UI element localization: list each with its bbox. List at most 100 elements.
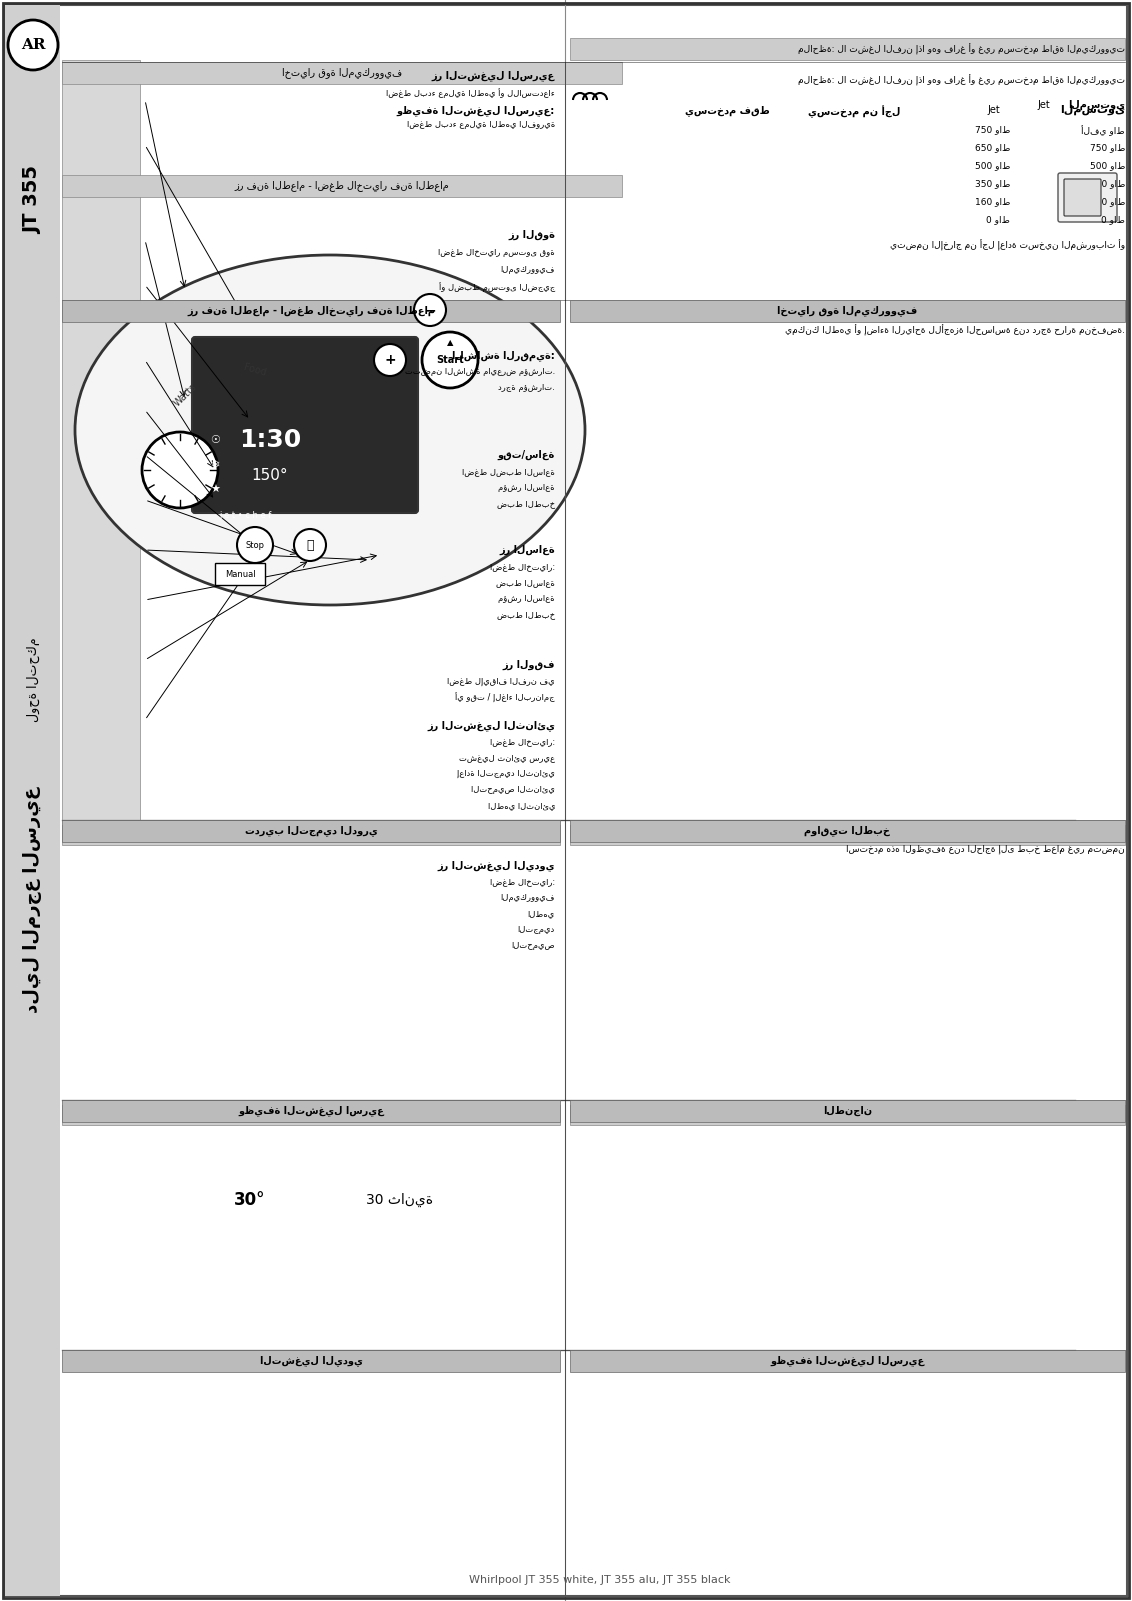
Text: ★: ★ — [211, 485, 220, 495]
Text: يستخدم من أجل: يستخدم من أجل — [807, 106, 900, 117]
FancyBboxPatch shape — [1064, 179, 1101, 216]
Text: أي وقت / إلغاء البرنامج: أي وقت / إلغاء البرنامج — [455, 693, 555, 703]
Bar — [62, 1100, 560, 1122]
Ellipse shape — [75, 255, 585, 605]
Text: ❄: ❄ — [211, 459, 220, 471]
Text: الطهي: الطهي — [528, 909, 555, 917]
Circle shape — [142, 432, 218, 508]
Text: 0 واط: 0 واط — [1101, 215, 1125, 224]
Text: اضغط لبدء عملية الطهي أو للاستدعاء: اضغط لبدء عملية الطهي أو للاستدعاء — [386, 88, 555, 98]
Text: وقت/ساعة: وقت/ساعة — [498, 450, 555, 459]
Bar — [62, 62, 621, 83]
Circle shape — [422, 331, 478, 387]
Text: 150°: 150° — [251, 467, 289, 482]
Bar — [571, 825, 1125, 845]
Bar — [571, 1100, 1125, 1122]
Text: ⌚: ⌚ — [307, 538, 314, 551]
Text: ضبط الساعة: ضبط الساعة — [496, 578, 555, 588]
Text: ▲: ▲ — [447, 338, 453, 347]
Text: تدريب التجميد الدوري: تدريب التجميد الدوري — [254, 829, 369, 841]
Bar — [62, 1105, 560, 1126]
Text: مواقت الطبخ: مواقت الطبخ — [814, 829, 881, 841]
Text: يمكنك الطهي أو إضاءة الرياحة للأجهزة الحساسة عند درجة حرارة منخفضة.: يمكنك الطهي أو إضاءة الرياحة للأجهزة الح… — [784, 325, 1125, 336]
Text: ملاحظة: لا تشغل الفرن إذا وهو فارغ أو غير مستخدم طاقة الميكروويت: ملاحظة: لا تشغل الفرن إذا وهو فارغ أو غي… — [798, 43, 1125, 54]
Text: استخدم هذه الوظيفة عند الحاجة إلى طبخ طعام غير متضمن: استخدم هذه الوظيفة عند الحاجة إلى طبخ طع… — [847, 845, 1125, 855]
Text: أو لضبط مستوى الضجيج: أو لضبط مستوى الضجيج — [439, 282, 555, 291]
Text: مؤشر الساعة: مؤشر الساعة — [498, 594, 555, 604]
Text: اضغط لاختيار:: اضغط لاختيار: — [490, 736, 555, 746]
Text: +: + — [384, 352, 396, 367]
Text: وظيفة التشغيل السريع:: وظيفة التشغيل السريع: — [396, 106, 555, 115]
Text: 650 واط: 650 واط — [975, 142, 1010, 152]
Bar — [571, 1105, 1125, 1126]
Text: Watts: Watts — [172, 381, 198, 408]
Bar — [215, 564, 265, 584]
Text: 160 واط: 160 واط — [975, 197, 1010, 207]
Text: Food: Food — [242, 362, 267, 378]
Text: 160 واط: 160 واط — [1090, 197, 1125, 207]
Circle shape — [414, 295, 446, 327]
Text: 750 واط: 750 واط — [975, 125, 1010, 134]
Text: وظيفة التشغيل السريع: وظيفة التشغيل السريع — [245, 1109, 378, 1121]
Text: إعادة التجميد الثنائي: إعادة التجميد الثنائي — [457, 768, 555, 778]
Bar — [571, 1350, 1125, 1372]
Text: اضغط لإيقاف الفرن في: اضغط لإيقاف الفرن في — [447, 677, 555, 685]
Text: زر التشغيل اليدوي: زر التشغيل اليدوي — [437, 860, 555, 871]
Circle shape — [374, 344, 406, 376]
Circle shape — [237, 527, 273, 564]
FancyBboxPatch shape — [1058, 173, 1117, 223]
Bar — [571, 38, 1125, 59]
Text: زر القوة: زر القوة — [508, 231, 555, 240]
Text: زر الوقف: زر الوقف — [503, 660, 555, 671]
Text: ضبط الطبخ: ضبط الطبخ — [497, 610, 555, 620]
Text: يتضمن الإخراج من أجل إعادة تسخين المشروبات أو: يتضمن الإخراج من أجل إعادة تسخين المشروب… — [890, 240, 1125, 251]
Text: 500 واط: 500 واط — [975, 162, 1010, 170]
Text: الطنجان: الطنجان — [823, 1106, 872, 1116]
Text: وظيفة التشغيل اسريع: وظيفة التشغيل اسريع — [238, 1106, 384, 1116]
Bar — [62, 175, 621, 197]
Text: Jet: Jet — [987, 106, 1000, 115]
Text: المستوى: المستوى — [1060, 106, 1125, 115]
Text: ملاحظة: لا تشغل الفرن إذا وهو فارغ أو غير مستخدم طاقة الميكروويت: ملاحظة: لا تشغل الفرن إذا وهو فارغ أو غي… — [798, 75, 1125, 86]
Circle shape — [294, 528, 326, 560]
Text: AR: AR — [20, 38, 45, 51]
Text: زر الساعة: زر الساعة — [499, 544, 555, 556]
Text: ضبط الطبخ: ضبط الطبخ — [497, 500, 555, 508]
Text: 0 واط: 0 واط — [986, 215, 1010, 224]
Bar — [571, 299, 1125, 322]
Text: التشغيل اليدوي: التشغيل اليدوي — [259, 1356, 362, 1366]
Text: 1:30: 1:30 — [239, 427, 301, 451]
Bar — [62, 1350, 560, 1372]
Text: 350 واط: 350 واط — [975, 179, 1010, 187]
Text: الميكروويف: الميكروويف — [500, 893, 555, 901]
Text: اضغط لاختيار:: اضغط لاختيار: — [490, 562, 555, 572]
Text: اضغط لبدء عملية الطهي الفورية: اضغط لبدء عملية الطهي الفورية — [406, 120, 555, 130]
Bar — [62, 59, 140, 820]
Text: زر التشغيل الثنائي: زر التشغيل الثنائي — [427, 720, 555, 732]
Text: يستخدم فقط: يستخدم فقط — [685, 106, 770, 115]
Text: 350 واط: 350 واط — [1090, 179, 1125, 187]
Text: −: − — [424, 303, 436, 317]
Text: الطهي الثنائي: الطهي الثنائي — [488, 800, 555, 810]
Text: المستوى: المستوى — [1067, 99, 1125, 110]
Bar — [571, 820, 1125, 842]
Text: زر فنة الطعام - اضغط لاختيار فنة الطعام: زر فنة الطعام - اضغط لاختيار فنة الطعام — [234, 181, 449, 192]
Text: Jet: Jet — [1037, 99, 1050, 110]
FancyBboxPatch shape — [5, 5, 1127, 1596]
Text: وظيفة التشغيل السريع: وظيفة التشغيل السريع — [771, 1356, 925, 1366]
Text: درجة مؤشرات.: درجة مؤشرات. — [498, 383, 555, 392]
Circle shape — [8, 19, 58, 70]
Text: Stop: Stop — [246, 541, 265, 549]
Text: 30°: 30° — [234, 1191, 266, 1209]
FancyBboxPatch shape — [192, 336, 418, 512]
Text: زر فنة الطعام - اضغط لاختيار فنة الطعام: زر فنة الطعام - اضغط لاختيار فنة الطعام — [187, 306, 435, 317]
Text: لوحة التحكم: لوحة التحكم — [26, 637, 40, 722]
Text: التحميص الثنائي: التحميص الثنائي — [471, 784, 555, 794]
Text: تتضمن الشاشة مايعرض مؤشرات.: تتضمن الشاشة مايعرض مؤشرات. — [405, 367, 555, 376]
Text: اضغط لضبط الساعة: اضغط لضبط الساعة — [462, 467, 555, 475]
Text: مؤشر الساعة: مؤشر الساعة — [498, 484, 555, 492]
Text: Manual: Manual — [224, 570, 256, 578]
Text: Start: Start — [436, 355, 464, 365]
Text: اضغط لاختيار مستوى قوة: اضغط لاختيار مستوى قوة — [438, 248, 555, 258]
Text: اختيار قوة الميكروويف: اختيار قوة الميكروويف — [778, 306, 918, 317]
